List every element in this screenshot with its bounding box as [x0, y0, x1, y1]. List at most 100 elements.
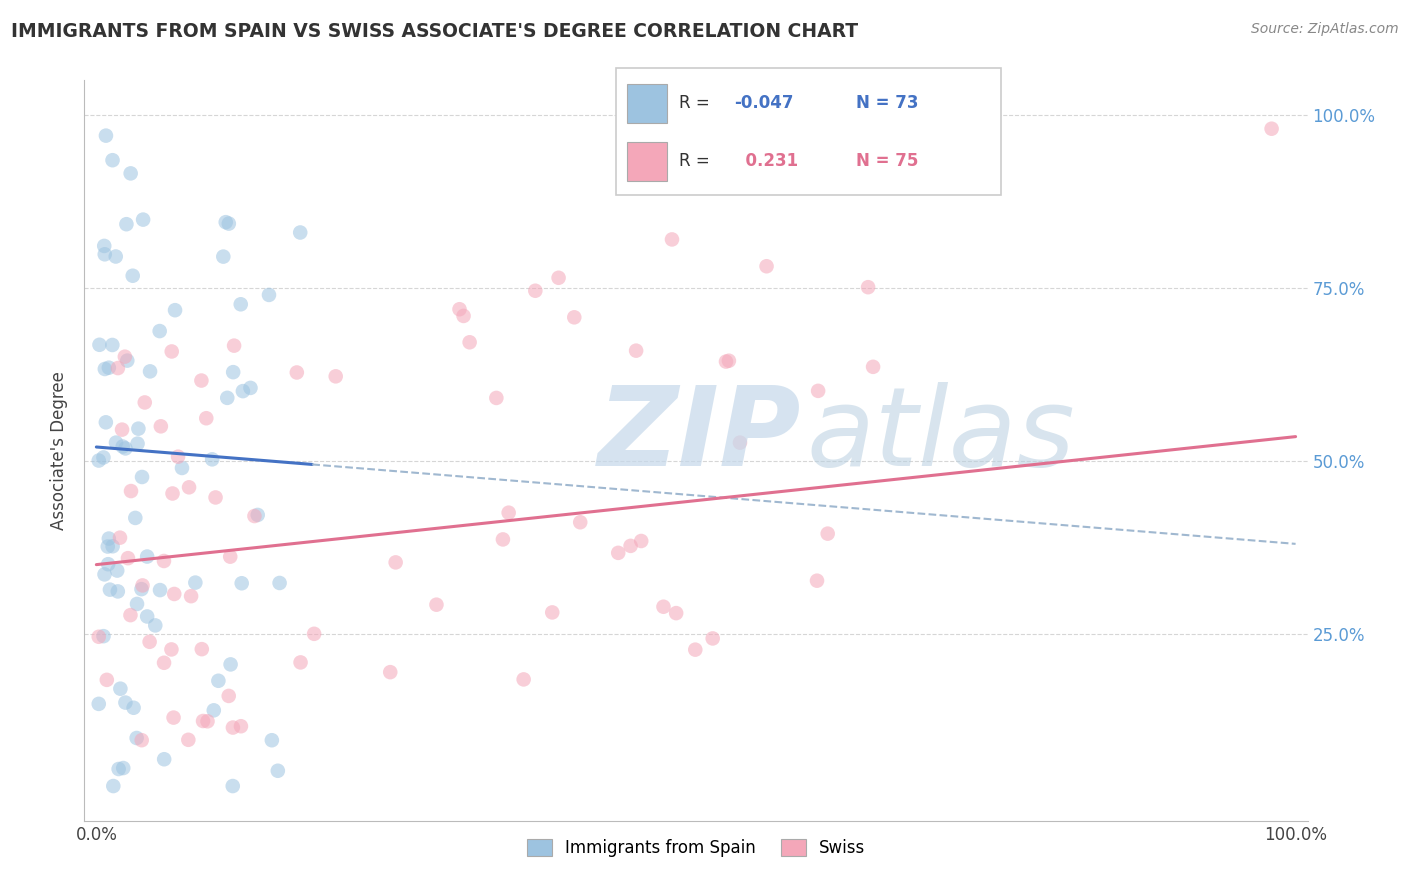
Point: [108, 531, 131, 545]
Text: 0.231: 0.231: [734, 153, 797, 170]
Point: [547, 270, 569, 285]
Point: [163, 303, 186, 318]
Point: [111, 440, 134, 454]
Point: [125, 731, 148, 745]
Point: [717, 353, 740, 368]
Point: [807, 384, 830, 398]
Point: [425, 598, 447, 612]
Point: [177, 732, 200, 747]
Point: [107, 762, 129, 776]
Point: [149, 419, 172, 434]
Point: [101, 338, 124, 352]
Point: [485, 391, 508, 405]
Point: [562, 310, 585, 325]
Point: [204, 491, 226, 505]
Point: [93, 239, 115, 253]
Y-axis label: Associate's Degree: Associate's Degree: [51, 371, 69, 530]
Point: [131, 733, 153, 747]
Point: [257, 288, 280, 302]
Point: [180, 589, 202, 603]
Point: [117, 551, 139, 566]
Point: [222, 721, 245, 735]
Point: [110, 681, 132, 696]
Point: [87, 453, 110, 467]
Point: [856, 280, 879, 294]
Point: [661, 232, 683, 246]
Point: [190, 374, 212, 388]
Point: [222, 365, 245, 379]
Point: [153, 752, 176, 766]
Point: [246, 508, 269, 522]
Point: [162, 710, 184, 724]
Point: [114, 696, 136, 710]
Point: [685, 642, 707, 657]
Point: [134, 395, 156, 409]
Point: [512, 673, 534, 687]
Point: [458, 335, 481, 350]
Point: [215, 215, 238, 229]
Point: [114, 442, 136, 456]
Point: [624, 343, 647, 358]
Point: [107, 361, 129, 376]
Point: [380, 665, 402, 680]
Point: [94, 362, 117, 376]
Point: [541, 606, 564, 620]
Point: [94, 128, 117, 143]
Point: [101, 539, 124, 553]
Point: [143, 618, 166, 632]
Point: [87, 630, 110, 644]
Point: [136, 549, 159, 564]
Point: [94, 415, 117, 429]
Point: [98, 582, 121, 597]
Point: [449, 302, 471, 317]
Point: [89, 338, 111, 352]
Point: [115, 217, 138, 231]
Point: [111, 423, 134, 437]
Point: [160, 642, 183, 657]
Point: [131, 582, 153, 596]
Point: [112, 761, 135, 775]
Point: [290, 656, 312, 670]
Point: [195, 411, 218, 425]
Point: [229, 297, 252, 311]
Point: [149, 583, 172, 598]
Point: [170, 461, 193, 475]
Point: [124, 511, 146, 525]
Point: [105, 564, 128, 578]
Point: [127, 436, 149, 450]
Point: [243, 509, 266, 524]
Text: IMMIGRANTS FROM SPAIN VS SWISS ASSOCIATE'S DEGREE CORRELATION CHART: IMMIGRANTS FROM SPAIN VS SWISS ASSOCIATE…: [11, 22, 859, 41]
Text: R =: R =: [679, 95, 714, 112]
Text: R =: R =: [679, 153, 714, 170]
Point: [325, 369, 347, 384]
Legend: Immigrants from Spain, Swiss: Immigrants from Spain, Swiss: [520, 832, 872, 864]
Point: [120, 484, 142, 499]
Point: [97, 540, 120, 554]
Point: [153, 554, 176, 568]
Point: [93, 629, 115, 643]
Point: [125, 597, 148, 611]
Point: [630, 533, 652, 548]
Point: [117, 353, 139, 368]
Point: [97, 360, 120, 375]
Point: [231, 576, 253, 591]
Point: [149, 324, 172, 338]
Point: [285, 366, 308, 380]
Point: [101, 153, 124, 168]
Point: [607, 546, 630, 560]
Point: [132, 212, 155, 227]
Point: [714, 354, 737, 368]
Point: [120, 166, 142, 180]
Point: [207, 673, 229, 688]
Point: [702, 632, 724, 646]
Point: [167, 450, 190, 464]
Point: [217, 391, 239, 405]
Text: -0.047: -0.047: [734, 95, 793, 112]
Point: [1260, 121, 1282, 136]
Point: [122, 700, 145, 714]
Point: [93, 247, 115, 261]
Point: [96, 673, 118, 687]
Point: [229, 719, 252, 733]
Point: [219, 549, 242, 564]
Point: [222, 779, 245, 793]
